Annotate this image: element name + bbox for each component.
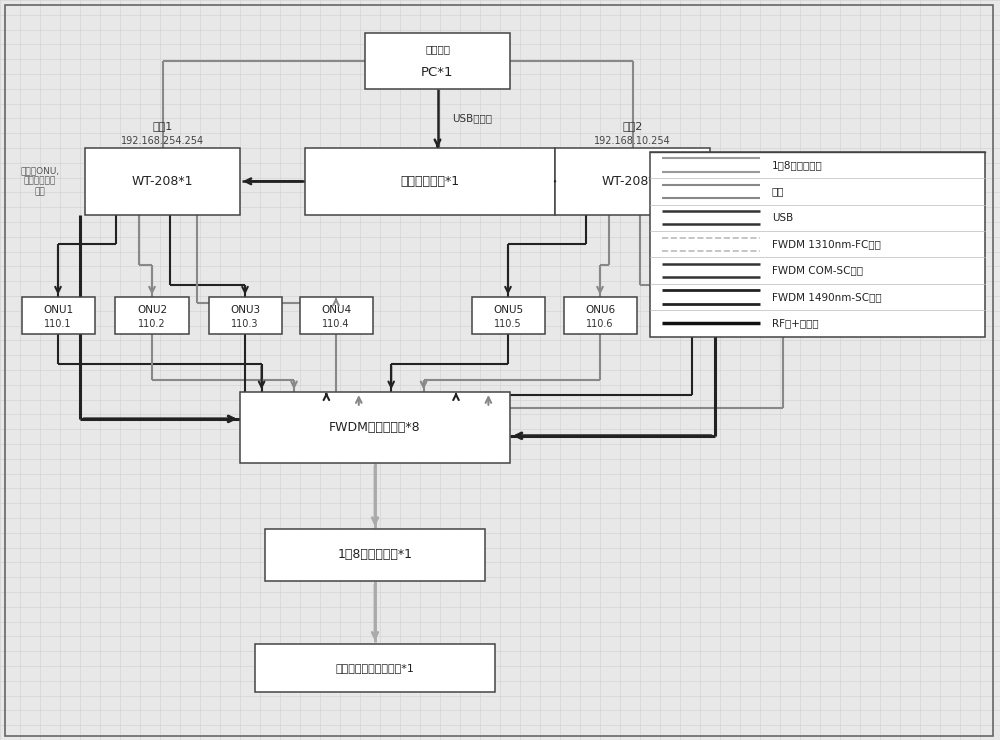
Text: FWDM COM-SC接口: FWDM COM-SC接口 [772, 266, 863, 275]
Bar [656, 297, 728, 334]
Text: 110.6: 110.6 [586, 320, 614, 329]
Bar [555, 148, 710, 215]
Text: ONU1: ONU1 [43, 305, 73, 314]
Text: 网线: 网线 [772, 186, 784, 196]
Text: 误码仪做标准光源输出*1: 误码仪做标准光源输出*1 [336, 663, 414, 673]
Text: ONU3: ONU3 [230, 305, 260, 314]
Text: PC*1: PC*1 [421, 66, 454, 78]
Bar [22, 297, 94, 334]
Bar [255, 644, 495, 692]
Text: 192.168.10.254: 192.168.10.254 [594, 135, 671, 146]
Text: 110.1: 110.1 [44, 320, 72, 329]
Text: USB口控制: USB口控制 [452, 113, 492, 124]
Text: FWDM 1490nm-SC接口: FWDM 1490nm-SC接口 [772, 292, 882, 302]
Text: WT-208*1: WT-208*1 [132, 175, 193, 188]
Bar [240, 392, 510, 462]
Text: RF线+耦合板: RF线+耦合板 [772, 318, 819, 329]
Text: 网卡2: 网卡2 [622, 121, 643, 131]
Bar [472, 297, 544, 334]
Text: ONU2: ONU2 [137, 305, 167, 314]
Text: WT-208*1: WT-208*1 [602, 175, 663, 188]
Text: 1分8光纤分路器*1: 1分8光纤分路器*1 [338, 548, 413, 562]
Bar [265, 529, 485, 581]
Bar [365, 33, 510, 89]
Text: 110.7: 110.7 [678, 320, 706, 329]
Bar [564, 297, 637, 334]
Text: ONU7: ONU7 [677, 305, 707, 314]
Text: ONU8: ONU8 [768, 305, 798, 314]
Text: 网接到ONU,
耦合板到产品
天线: 网接到ONU, 耦合板到产品 天线 [20, 166, 60, 196]
Text: 网接到ONU,
耦合板到产品
天线: 网接到ONU, 耦合板到产品 天线 [735, 166, 775, 196]
Text: ONU6: ONU6 [585, 305, 615, 314]
Bar [85, 148, 240, 215]
Text: 192.168.254.254: 192.168.254.254 [121, 135, 204, 146]
Text: FWDM 1310nm-FC接口: FWDM 1310nm-FC接口 [772, 239, 881, 249]
Bar [300, 297, 373, 334]
Text: 110.8: 110.8 [769, 320, 797, 329]
Bar [305, 148, 555, 215]
Text: 网卡1: 网卡1 [152, 121, 173, 131]
Text: 多机光功率计*1: 多机光功率计*1 [400, 175, 460, 188]
Text: 测试软件: 测试软件 [425, 44, 450, 54]
Bar [746, 297, 820, 334]
Bar [650, 152, 985, 337]
Text: 110.5: 110.5 [494, 320, 522, 329]
Text: 110.3: 110.3 [231, 320, 259, 329]
Text: 110.4: 110.4 [322, 320, 350, 329]
Text: ONU5: ONU5 [493, 305, 523, 314]
Bar [208, 297, 282, 334]
Text: FWDM波分复用器*8: FWDM波分复用器*8 [329, 421, 421, 434]
Text: ONU4: ONU4 [321, 305, 351, 314]
Text: 110.2: 110.2 [138, 320, 166, 329]
Text: USB: USB [772, 213, 793, 223]
Bar [115, 297, 188, 334]
Text: 1劄8光维分路器: 1劄8光维分路器 [772, 160, 823, 170]
